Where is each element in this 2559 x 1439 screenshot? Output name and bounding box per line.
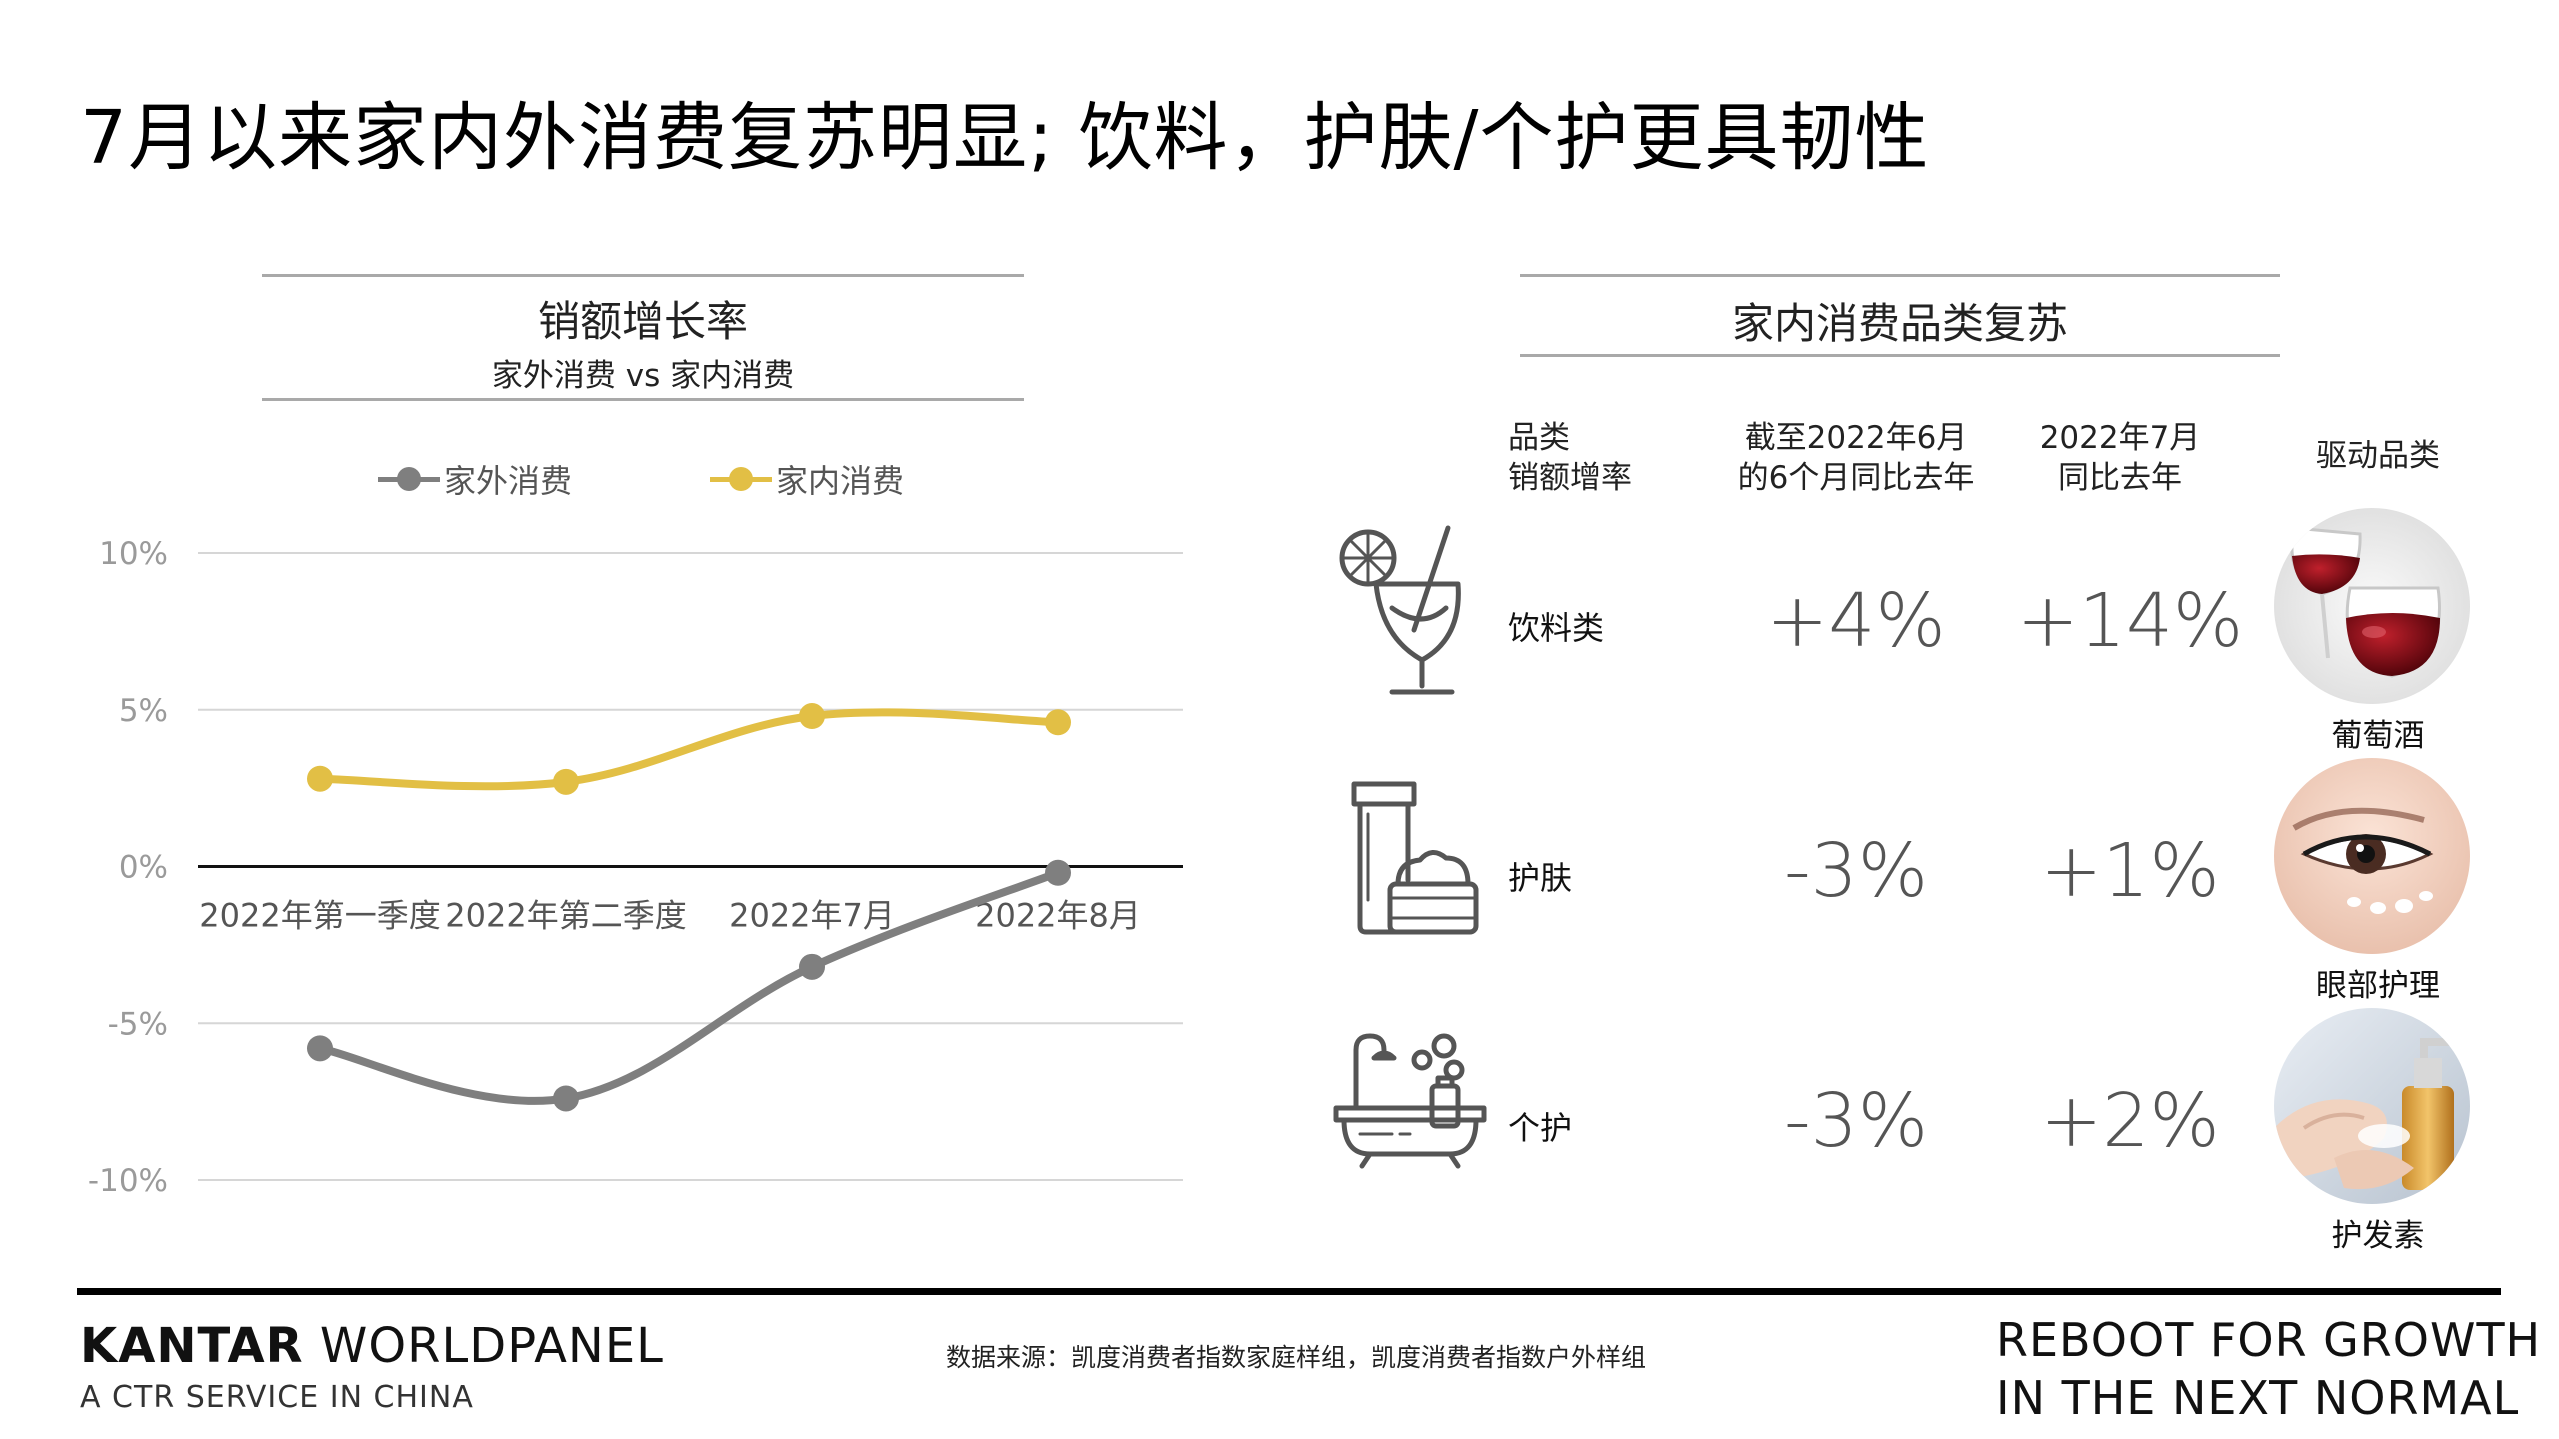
chart-title-bottom-rule <box>262 398 1024 401</box>
tagline-line2: IN THE NEXT NORMAL <box>1996 1371 2520 1425</box>
x-tick-label: 2022年第二季度 <box>445 897 686 935</box>
y-tick-label: 10% <box>99 536 168 572</box>
y-tick-label: 0% <box>119 850 168 886</box>
legend-swatch-indoor <box>710 465 772 493</box>
chart-title: 销额增长率 <box>537 297 748 346</box>
page-title: 7月以来家内外消费复苏明显; 饮料，护肤/个护更具韧性 <box>80 95 1930 181</box>
legend-label-outdoor: 家外消费 <box>444 462 573 500</box>
data-point-outdoor <box>799 953 825 980</box>
row-h2-beverage: +14% <box>2016 578 2244 664</box>
skincare-tube-jar-icon <box>1351 781 1479 935</box>
row-h1-personal-care: -3% <box>1783 1078 1929 1164</box>
row-name-personal-care: 个护 <box>1508 1109 1573 1147</box>
bathtub-icon <box>1333 1033 1487 1169</box>
header-category-line1: 品类 <box>1508 420 1570 456</box>
legend-swatch-outdoor <box>378 465 440 493</box>
header-h1-line1: 截至2022年6月 <box>1744 420 1968 456</box>
row-name-skincare: 护肤 <box>1508 859 1573 897</box>
data-point-indoor <box>1045 709 1071 736</box>
row-h1-skincare: -3% <box>1783 828 1929 914</box>
chart-subtitle: 家外消费 vs 家内消费 <box>491 358 795 394</box>
legend-item-outdoor: 家外消费 <box>378 456 572 502</box>
header-category: 品类 销额增率 <box>1508 418 1632 498</box>
series-line-outdoor <box>316 868 1062 1105</box>
header-category-line2: 销额增率 <box>1508 460 1632 496</box>
right-panel-title: 家内消费品类复苏 <box>1731 299 2068 348</box>
x-tick-label: 2022年8月 <box>975 897 1141 935</box>
row-h2-skincare: +1% <box>2040 828 2220 914</box>
header-driver: 驱动品类 <box>2316 438 2440 474</box>
header-h1-line2: 的6个月同比去年 <box>1737 460 1975 496</box>
row-h1-beverage: +4% <box>1766 578 1946 664</box>
y-tick-label: 5% <box>119 693 168 729</box>
brand-subtitle: A CTR SERVICE IN CHINA <box>80 1380 474 1415</box>
header-h1: 截至2022年6月 的6个月同比去年 <box>1706 418 2006 498</box>
y-tick-label: -10% <box>88 1163 168 1199</box>
footer-divider <box>77 1288 2501 1295</box>
y-tick-label: -5% <box>108 1006 168 1042</box>
brand-logo-bold: KANTAR <box>80 1318 304 1374</box>
row-driver-beverage: 葡萄酒 <box>2331 718 2425 754</box>
header-h2: 2022年7月 同比去年 <box>2000 418 2240 498</box>
header-h2-line1: 2022年7月 <box>2039 420 2201 456</box>
right-title-top-rule <box>1520 274 2280 277</box>
data-source-note: 数据来源：凯度消费者指数家庭样组，凯度消费者指数户外样组 <box>946 1343 1647 1372</box>
row-h2-personal-care: +2% <box>2040 1078 2220 1164</box>
data-point-indoor <box>553 768 579 795</box>
tagline-line1: REBOOT FOR GROWTH <box>1996 1313 2542 1367</box>
line-chart: 10% 5% 0% -5% -10% 2022年第一季度 2022年第二季度 2022年7月 2… <box>88 536 1183 1199</box>
x-tick-label: 2022年第一季度 <box>199 897 440 935</box>
hair-conditioner-image <box>2274 1008 2470 1204</box>
cocktail-glass-icon <box>1339 525 1461 695</box>
row-driver-personal-care: 护发素 <box>2331 1218 2425 1254</box>
x-tick-label: 2022年7月 <box>729 897 895 935</box>
row-name-beverage: 饮料类 <box>1508 609 1605 647</box>
series-line-indoor <box>316 708 1062 791</box>
data-point-outdoor <box>307 1035 333 1062</box>
right-title-bottom-rule <box>1520 354 2280 357</box>
header-h2-line2: 同比去年 <box>2058 460 2182 496</box>
brand-logo: KANTAR WORLDPANEL <box>80 1318 664 1374</box>
legend-label-indoor: 家内消费 <box>776 462 905 500</box>
data-point-indoor <box>307 765 333 792</box>
wine-glasses-image <box>2274 508 2470 704</box>
data-point-outdoor <box>553 1085 579 1112</box>
chart-title-top-rule <box>262 274 1024 277</box>
data-point-indoor <box>799 703 825 730</box>
legend-item-indoor: 家内消费 <box>710 456 904 502</box>
data-point-outdoor <box>1045 859 1071 886</box>
eye-care-image <box>2274 758 2470 954</box>
row-driver-skincare: 眼部护理 <box>2316 968 2440 1004</box>
brand-logo-rest: WORLDPANEL <box>303 1318 664 1374</box>
